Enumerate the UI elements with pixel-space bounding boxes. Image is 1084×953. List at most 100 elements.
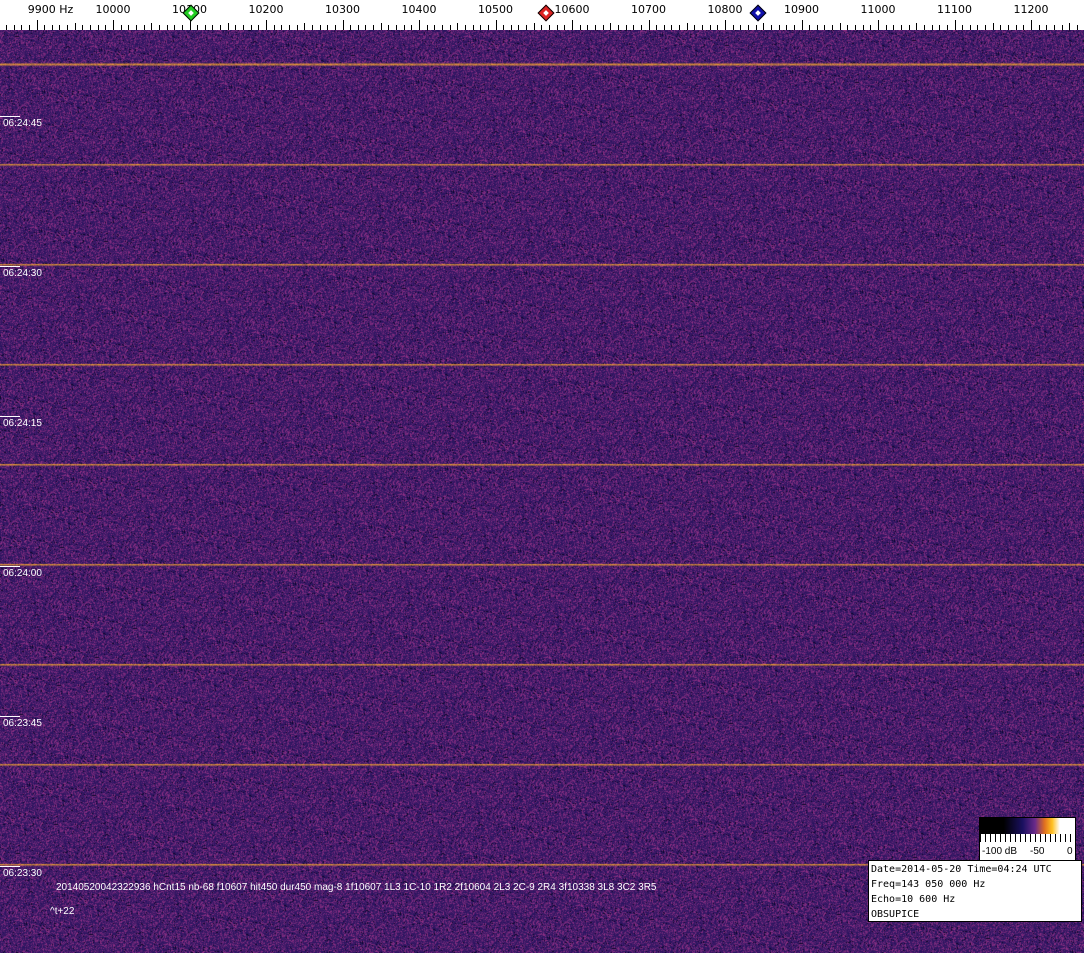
frequency-tick [802, 20, 803, 30]
detection-info-line: 20140520042322936 hCnt15 nb-68 f10607 hi… [56, 882, 657, 893]
frequency-tick [411, 25, 412, 30]
frequency-tick [251, 25, 252, 30]
frequency-tick [977, 25, 978, 30]
waterfall-spectrogram[interactable]: 06:24:45 06:24:30 06:24:15 06:24:00 06:23:45… [0, 30, 1084, 953]
frequency-tick [1016, 25, 1017, 30]
time-offset-label: ^t+22 [50, 906, 75, 917]
time-label: 06:24:30 [3, 268, 42, 279]
colorbar-label-max: 0 [1067, 846, 1073, 857]
frequency-tick [304, 23, 305, 30]
frequency-tick [90, 25, 91, 30]
time-label: 06:24:45 [3, 118, 42, 129]
frequency-tick [1069, 23, 1070, 30]
echo-line: Echo=10 600 Hz [871, 894, 956, 905]
color-gradient [980, 818, 1075, 834]
frequency-tick [427, 25, 428, 30]
frequency-tick [824, 25, 825, 30]
time-tick [0, 866, 20, 867]
time-label: 06:24:15 [3, 418, 42, 429]
frequency-tick [473, 25, 474, 30]
frequency-label: 10600 [554, 3, 590, 16]
frequency-tick [901, 25, 902, 30]
frequency-tick [281, 25, 282, 30]
frequency-tick [312, 25, 313, 30]
time-label: 06:24:00 [3, 568, 42, 579]
blue-marker-icon[interactable] [749, 4, 767, 22]
frequency-tick [212, 25, 213, 30]
frequency-tick [564, 25, 565, 30]
frequency-label: 10700 [631, 3, 666, 16]
frequency-tick [947, 25, 948, 30]
frequency-tick [1031, 20, 1032, 30]
frequency-tick [1054, 25, 1055, 30]
time-tick [0, 116, 20, 117]
time-tick [0, 266, 20, 267]
frequency-tick [1077, 25, 1078, 30]
red-marker-icon[interactable] [537, 4, 555, 22]
frequency-tick [870, 25, 871, 30]
frequency-axis: 9900 Hz100001010010200103001040010500106… [0, 0, 1084, 30]
frequency-tick [151, 23, 152, 30]
frequency-tick [656, 25, 657, 30]
frequency-label: 9900 Hz [27, 3, 74, 16]
frequency-tick [710, 25, 711, 30]
frequency-tick [909, 25, 910, 30]
frequency-tick [580, 25, 581, 30]
frequency-tick [419, 20, 420, 30]
frequency-tick [450, 25, 451, 30]
frequency-label: 10300 [325, 3, 360, 16]
frequency-tick [128, 25, 129, 30]
frequency-label: 10900 [784, 3, 819, 16]
frequency-tick [113, 20, 114, 30]
time-tick [0, 566, 20, 567]
frequency-tick [794, 25, 795, 30]
frequency-tick [465, 25, 466, 30]
frequency-tick [274, 25, 275, 30]
frequency-tick [59, 25, 60, 30]
frequency-tick [847, 25, 848, 30]
frequency-tick [174, 25, 175, 30]
station-line: OBSUPICE [871, 909, 920, 920]
frequency-tick [962, 25, 963, 30]
frequency-tick [702, 25, 703, 30]
frequency-label: 10400 [401, 3, 437, 16]
frequency-tick [518, 25, 519, 30]
frequency-tick [327, 25, 328, 30]
frequency-tick [159, 25, 160, 30]
frequency-line: Freq=143 050 000 Hz [871, 879, 986, 890]
frequency-tick [365, 25, 366, 30]
frequency-label: 11100 [937, 3, 972, 16]
frequency-tick [939, 25, 940, 30]
frequency-tick [228, 23, 229, 30]
time-tick [0, 416, 20, 417]
frequency-tick [29, 25, 30, 30]
frequency-tick [633, 25, 634, 30]
frequency-tick [985, 25, 986, 30]
frequency-tick [44, 25, 45, 30]
frequency-tick [618, 25, 619, 30]
frequency-tick [748, 25, 749, 30]
frequency-tick [511, 25, 512, 30]
frequency-tick [52, 25, 53, 30]
frequency-tick [434, 25, 435, 30]
frequency-tick [167, 25, 168, 30]
frequency-tick [817, 25, 818, 30]
frequency-label: 11200 [1013, 3, 1049, 16]
frequency-tick [603, 25, 604, 30]
frequency-tick [75, 23, 76, 30]
frequency-tick [358, 25, 359, 30]
frequency-tick [595, 25, 596, 30]
frequency-tick [6, 25, 7, 30]
frequency-tick [205, 25, 206, 30]
frequency-label: 10500 [478, 3, 513, 16]
status-info-box: Date=2014-05-20 Time=04:24 UTC Freq=143 … [868, 860, 1082, 922]
frequency-tick [717, 25, 718, 30]
frequency-tick [404, 25, 405, 30]
frequency-tick [610, 23, 611, 30]
spectrogram-canvas [0, 30, 1084, 953]
frequency-tick [886, 25, 887, 30]
frequency-tick [67, 25, 68, 30]
frequency-tick [1008, 25, 1009, 30]
frequency-tick [144, 25, 145, 30]
frequency-tick [878, 20, 879, 30]
